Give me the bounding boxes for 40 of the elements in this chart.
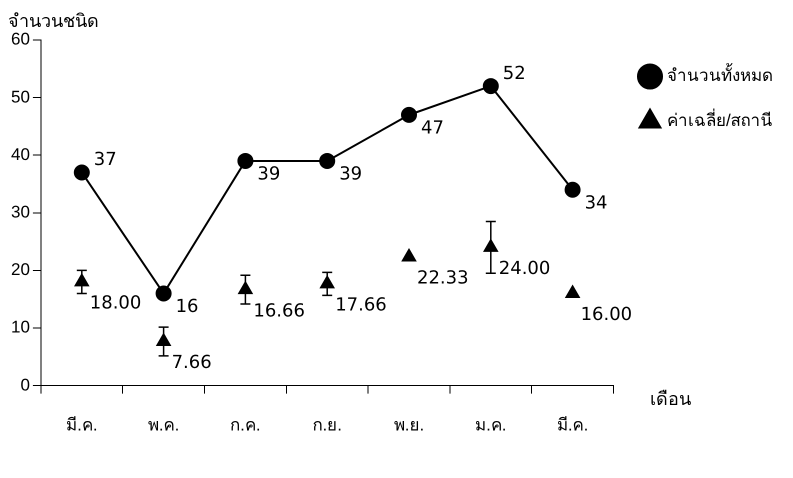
x-tick-label: พ.ค. — [148, 415, 180, 434]
legend-label: ค่าเฉลี่ย/สถานี — [667, 108, 773, 130]
point — [401, 106, 418, 123]
data-label: 52 — [502, 62, 526, 84]
y-tick-label: 10 — [10, 318, 30, 337]
x-tick-label: พ.ย. — [394, 415, 424, 434]
x-axis-title: เดือน — [650, 388, 691, 412]
data-label: 16.66 — [253, 300, 305, 322]
data-label: 16.00 — [580, 304, 632, 326]
point — [319, 152, 336, 169]
data-label: 16 — [176, 296, 199, 318]
x-tick-label: ม.ค. — [475, 415, 507, 434]
data-label: 37 — [94, 149, 117, 170]
legend-label: จำนวนทั้งหมด — [667, 63, 773, 86]
data-label: 18.00 — [90, 292, 142, 314]
data-label: 39 — [339, 164, 362, 185]
data-label: 47 — [421, 118, 444, 139]
y-tick-label: 60 — [10, 30, 30, 49]
y-tick-label: 0 — [20, 375, 30, 394]
data-label: 7.66 — [172, 352, 212, 374]
point — [564, 182, 581, 198]
data-label: 39 — [257, 164, 280, 185]
y-tick-label: 40 — [10, 144, 30, 164]
x-tick-label: มี.ค. — [66, 415, 98, 434]
point — [482, 78, 499, 94]
point — [402, 248, 416, 262]
data-label: 22.33 — [417, 268, 469, 289]
y-tick-label: 20 — [10, 260, 30, 280]
x-tick-label: ก.ย. — [312, 415, 342, 434]
point — [74, 164, 90, 180]
data-label: 24.00 — [498, 258, 550, 280]
x-tick-label: ก.ค. — [230, 415, 261, 434]
point — [566, 285, 580, 298]
point — [237, 152, 254, 169]
data-label: 17.66 — [335, 294, 387, 316]
data-label: 34 — [584, 192, 608, 214]
y-tick-label: 30 — [10, 202, 30, 222]
x-tick-label: มี.ค. — [556, 415, 588, 434]
y-tick-label: 50 — [10, 87, 30, 106]
y-axis-title: จำนวนชนิด — [8, 10, 99, 32]
